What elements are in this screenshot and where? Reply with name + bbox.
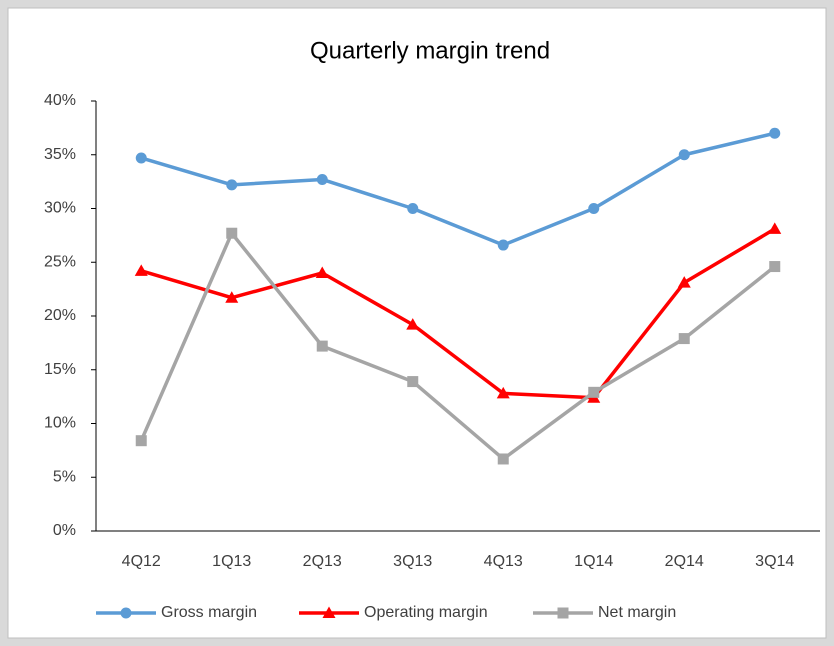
legend-swatch-marker: [322, 606, 336, 618]
data-point: [315, 266, 329, 278]
data-point: [768, 222, 782, 234]
y-tick-label: 15%: [44, 361, 76, 378]
data-point: [407, 376, 419, 388]
x-tick-label: 4Q13: [484, 553, 523, 570]
x-tick-label: 1Q13: [212, 553, 251, 570]
data-point: [769, 127, 781, 139]
legend-swatch-marker: [120, 607, 132, 619]
chart-title: Quarterly margin trend: [310, 37, 550, 64]
data-point: [316, 340, 328, 352]
data-point: [497, 453, 509, 465]
legend-swatch-marker: [557, 607, 569, 619]
data-point: [316, 173, 328, 185]
data-point: [135, 152, 147, 164]
data-point: [677, 276, 691, 288]
y-tick-label: 5%: [53, 468, 76, 485]
legend-label: Operating margin: [364, 604, 488, 621]
series-line: [140, 227, 776, 400]
chart-area: [7, 7, 827, 639]
data-point: [588, 386, 600, 398]
data-point: [226, 227, 238, 239]
y-tick-label: 40%: [44, 92, 76, 109]
x-tick-label: 3Q13: [393, 553, 432, 570]
data-point: [226, 179, 238, 191]
data-point: [497, 239, 509, 251]
data-point: [135, 435, 147, 447]
data-point: [406, 318, 420, 330]
x-tick-label: 4Q12: [122, 553, 161, 570]
x-tick-label: 2Q14: [665, 553, 704, 570]
data-point: [678, 333, 690, 345]
x-tick-label: 1Q14: [574, 553, 613, 570]
series-line: [139, 231, 776, 461]
series-line: [140, 131, 776, 247]
y-tick-label: 30%: [44, 200, 76, 217]
y-tick-label: 20%: [44, 307, 76, 324]
data-point: [769, 261, 781, 273]
data-point: [225, 291, 239, 303]
data-point: [134, 264, 148, 276]
y-tick-label: 35%: [44, 146, 76, 163]
y-tick-label: 10%: [44, 415, 76, 432]
x-tick-label: 3Q14: [755, 553, 794, 570]
data-point: [496, 386, 510, 399]
data-point: [588, 203, 600, 214]
data-point: [407, 203, 419, 214]
legend-label: Net margin: [598, 604, 676, 621]
y-tick-label: 25%: [44, 253, 76, 270]
legend-label: Gross margin: [161, 604, 257, 621]
data-point: [678, 149, 690, 161]
x-tick-label: 2Q13: [303, 553, 342, 570]
y-tick-label: 0%: [53, 522, 76, 539]
